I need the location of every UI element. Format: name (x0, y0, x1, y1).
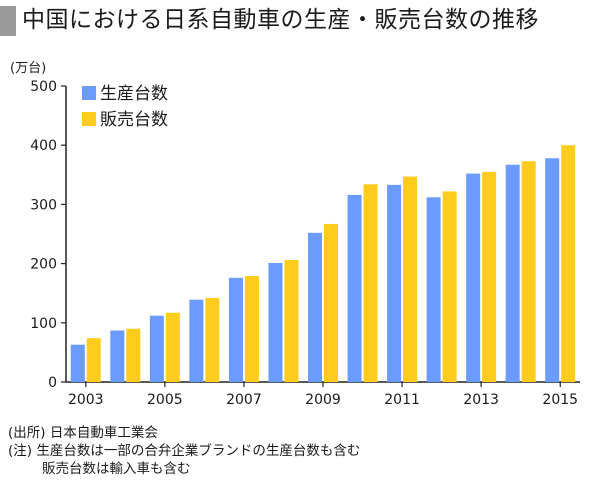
x-tick-label: 2015 (542, 392, 578, 408)
x-tick-label: 2011 (384, 392, 420, 408)
footnote-1: (注) 生産台数は一部の合弁企業ブランドの生産台数も含む (8, 443, 361, 459)
production-bar (347, 194, 362, 382)
footnote-2: 販売台数は輸入車も含む (42, 461, 191, 477)
x-tick-label: 2009 (305, 392, 341, 408)
chart-notes: (出所) 日本自動車工業会 (注) 生産台数は一部の合弁企業ブランドの生産台数も… (8, 424, 360, 478)
y-tick-label: 400 (30, 138, 57, 154)
sales-bar (86, 338, 101, 382)
sales-bar (482, 171, 497, 382)
sales-bar (363, 184, 378, 382)
production-bar (308, 232, 322, 382)
sales-bar (165, 312, 180, 382)
x-tick-label: 2007 (226, 392, 262, 408)
title-accent-bar (0, 6, 16, 36)
sales-bar (403, 176, 418, 382)
production-bar (268, 263, 283, 382)
chart-title: 中国における日系自動車の生産・販売台数の推移 (22, 7, 539, 33)
x-tick-label: 2013 (463, 392, 499, 408)
sales-bar (284, 260, 299, 382)
source-note: (出所) 日本自動車工業会 (8, 425, 158, 441)
sales-bar (126, 328, 141, 382)
legend-label: 生産台数 (100, 84, 168, 104)
y-axis-label: (万台) (10, 61, 46, 76)
sales-bar (521, 161, 536, 382)
y-tick-label: 500 (30, 79, 57, 95)
production-bar (149, 315, 164, 382)
sales-bar (442, 191, 457, 382)
production-bar (466, 173, 481, 382)
sales-bar (205, 297, 220, 382)
y-tick-label: 300 (30, 197, 57, 213)
production-bar (545, 158, 560, 382)
legend-swatch (82, 112, 96, 126)
production-bar (426, 197, 441, 382)
production-bar (70, 344, 85, 382)
legend-label: 販売台数 (100, 110, 168, 130)
y-tick-label: 200 (30, 257, 57, 273)
sales-bar (561, 145, 576, 382)
production-bar (387, 184, 402, 382)
sales-bar (244, 276, 259, 382)
production-bar (189, 299, 204, 382)
y-tick-label: 100 (30, 316, 57, 332)
legend-swatch (82, 86, 96, 100)
x-tick-label: 2005 (147, 392, 183, 408)
x-tick-label: 2003 (68, 392, 104, 408)
production-bar (505, 164, 520, 382)
sales-bar (324, 223, 338, 382)
y-tick-label: 0 (48, 375, 57, 391)
production-bar (110, 330, 125, 382)
production-bar (228, 277, 243, 382)
